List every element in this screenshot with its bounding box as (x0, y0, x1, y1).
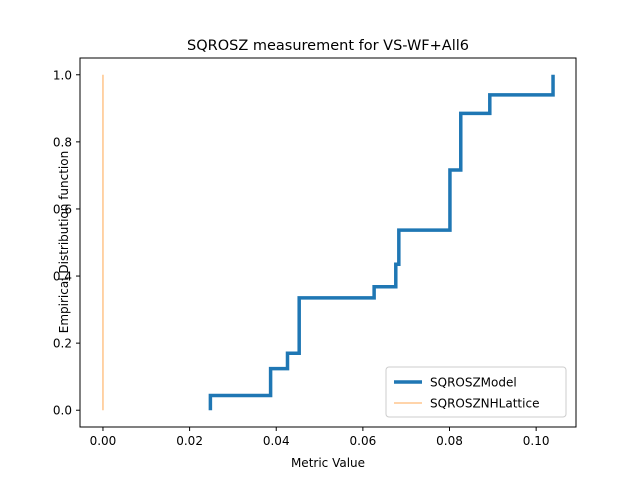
plot-area (102, 74, 555, 411)
y-tick-label: 0.0 (53, 404, 72, 418)
x-tick-label: 0.02 (176, 434, 203, 448)
axes: 0.00 0.02 0.04 0.06 0.08 0.10 0.0 0.2 0.4 0.6 0.8 1… (53, 57, 577, 448)
legend: SQROSZModel SQROSZNHLattice (385, 366, 567, 418)
y-tick-label: 1.0 (53, 68, 72, 82)
chart-title: SQROSZ measurement for VS-WF+All6 (187, 38, 469, 54)
x-tick-label: 0.10 (523, 434, 550, 448)
y-axis-label: Empirical Distribution function (57, 151, 71, 333)
x-tick-label: 0.00 (90, 434, 117, 448)
x-tick-label: 0.08 (436, 434, 463, 448)
y-tick-label: 0.2 (53, 337, 72, 351)
axes-frame (79, 57, 577, 428)
legend-label-sqroszmodel: SQROSZModel (430, 376, 517, 390)
x-tick-label: 0.04 (263, 434, 290, 448)
y-tick-label: 0.4 (53, 270, 72, 284)
series-line-sqroszmodel (208, 74, 555, 411)
y-tick-label: 0.8 (53, 135, 72, 149)
legend-box (385, 366, 567, 418)
y-tick-label: 0.6 (53, 202, 72, 216)
x-tick-label: 0.06 (350, 434, 377, 448)
legend-label-sqrosznhlattice: SQROSZNHLattice (430, 397, 539, 411)
x-axis-label: Metric Value (291, 456, 365, 470)
